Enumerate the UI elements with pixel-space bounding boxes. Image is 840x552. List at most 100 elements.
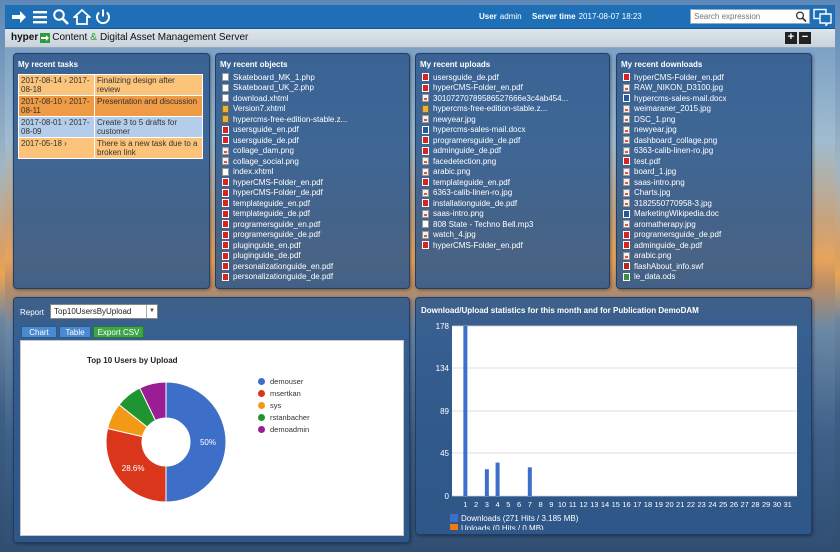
file-item[interactable]: hyperCMS-Folder_en.pdf <box>222 177 347 188</box>
file-item[interactable]: installationguide_de.pdf <box>422 198 568 209</box>
file-item[interactable]: usersguide_en.pdf <box>222 125 347 136</box>
file-item[interactable]: personalizationguide_de.pdf <box>222 272 347 283</box>
file-item[interactable]: Skateboard_MK_1.php <box>222 72 347 83</box>
file-item[interactable]: collage_dam.png <box>222 146 347 157</box>
file-item[interactable]: collage_social.png <box>222 156 347 167</box>
table-tab-button[interactable]: Table <box>59 326 91 338</box>
legend-item[interactable]: demouser <box>258 375 310 387</box>
bar-downloads-day-7[interactable] <box>527 467 532 496</box>
file-item[interactable]: watch_4.jpg <box>422 230 568 241</box>
file-item[interactable]: weimaraner_2015.jpg <box>623 104 726 115</box>
task-row[interactable]: 2017-05-18 › There is a new task due to a… <box>18 137 203 159</box>
file-item[interactable]: hypercms-free-edition-stable.z... <box>422 104 568 115</box>
file-item[interactable]: usersguide_de.pdf <box>422 72 568 83</box>
file-item[interactable]: templateguide_de.pdf <box>222 209 347 220</box>
file-item[interactable]: saas-intro.png <box>623 177 726 188</box>
remove-widget-icon[interactable]: − <box>799 32 811 44</box>
file-item[interactable]: newyear.jpg <box>422 114 568 125</box>
add-widget-icon[interactable]: + <box>785 32 797 44</box>
file-item[interactable]: arabic.png <box>623 251 726 262</box>
bar-downloads-day-1[interactable] <box>463 326 468 496</box>
legend-item[interactable]: sys <box>258 399 310 411</box>
file-item[interactable]: 6363-calib-linen-ro.jpg <box>623 146 726 157</box>
file-item[interactable]: programersguide_de.pdf <box>422 135 568 146</box>
file-item[interactable]: 30107270789586527666e3c4ab454... <box>422 93 568 104</box>
file-item[interactable]: 808 State - Techno Bell.mp3 <box>422 219 568 230</box>
file-item[interactable]: newyear.jpg <box>623 125 726 136</box>
export-csv-button[interactable]: Export CSV <box>93 326 144 338</box>
bar-downloads-day-4[interactable] <box>495 462 500 496</box>
search-submit-icon[interactable] <box>794 10 808 23</box>
task-row[interactable]: 2017-08-01 › 2017-08-09 Create 3 to 5 dra… <box>18 116 203 138</box>
file-item[interactable]: MarketingWikipedia.doc <box>623 209 726 220</box>
file-item[interactable]: RAW_NIKON_D3100.jpg <box>623 83 726 94</box>
file-item[interactable]: dashboard_collage.png <box>623 135 726 146</box>
logout-arrow-icon[interactable] <box>9 7 29 27</box>
file-item[interactable]: facedetection.png <box>422 156 568 167</box>
file-item[interactable]: Version7.xhtml <box>222 104 347 115</box>
file-item[interactable]: index.xhtml <box>222 167 347 178</box>
x-tick-label: 16 <box>622 500 630 509</box>
donut-slice-demoadmin[interactable] <box>139 381 167 422</box>
task-row[interactable]: 2017-08-10 › 2017-08-11 Presentation and … <box>18 95 203 117</box>
report-select[interactable]: Top10UsersByUpload ▼ <box>50 304 158 319</box>
chart-tab-button[interactable]: Chart <box>21 326 57 338</box>
file-item[interactable]: hyperCMS-Folder_en.pdf <box>422 83 568 94</box>
pdf-file-icon <box>222 178 229 187</box>
file-item[interactable]: personalizationguide_en.pdf <box>222 261 347 272</box>
file-item[interactable]: saas-intro.png <box>422 209 568 220</box>
donut-slice-msertkan[interactable] <box>105 427 167 503</box>
file-item[interactable]: templateguide_en.pdf <box>222 198 347 209</box>
pdf-file-icon <box>422 178 429 187</box>
file-name: 6363-calib-linen-ro.jpg <box>433 188 513 198</box>
file-item[interactable]: hyperCMS-Folder_en.pdf <box>623 72 726 83</box>
file-item[interactable]: programersguide_en.pdf <box>222 219 347 230</box>
file-item[interactable]: hypercms-free-edition-stable.z... <box>222 114 347 125</box>
file-item[interactable]: Skateboard_UK_2.php <box>222 83 347 94</box>
home-icon[interactable] <box>72 7 92 27</box>
search-input[interactable] <box>691 10 795 23</box>
file-item[interactable]: download.xhtml <box>222 93 347 104</box>
img-file-icon <box>422 188 429 197</box>
legend-swatch <box>258 389 265 397</box>
file-item[interactable]: aromatherapy.jpg <box>623 219 726 230</box>
uploads-list: usersguide_de.pdf hyperCMS-Folder_en.pdf 3… <box>422 72 568 251</box>
file-item[interactable]: hyperCMS-Folder_de.pdf <box>222 188 347 199</box>
file-item[interactable]: usersguide_de.pdf <box>222 135 347 146</box>
chat-icon[interactable] <box>813 8 833 28</box>
file-item[interactable]: pluginguide_de.pdf <box>222 251 347 262</box>
legend-item[interactable]: msertkan <box>258 387 310 399</box>
x-tick-label: 4 <box>496 500 500 509</box>
legend-label[interactable]: Uploads (0 Hits / 0 MB) <box>461 524 544 530</box>
file-item[interactable]: programersguide_de.pdf <box>222 230 347 241</box>
file-item[interactable]: adminguide_de.pdf <box>623 240 726 251</box>
file-item[interactable]: DSC_1.png <box>623 114 726 125</box>
file-item[interactable]: le_data.ods <box>623 272 726 283</box>
file-item[interactable]: templateguide_en.pdf <box>422 177 568 188</box>
file-item[interactable]: pluginguide_en.pdf <box>222 240 347 251</box>
file-item[interactable]: 3182550770958-3.jpg <box>623 198 726 209</box>
power-icon[interactable] <box>93 7 113 27</box>
file-item[interactable]: hypercms-sales-mail.docx <box>422 125 568 136</box>
file-item[interactable]: flashAbout_info.swf <box>623 261 726 272</box>
file-item[interactable]: board_1.jpg <box>623 167 726 178</box>
menu-icon[interactable] <box>30 7 50 27</box>
bar-downloads-day-3[interactable] <box>484 469 489 496</box>
legend-label: sys <box>270 400 282 410</box>
file-item[interactable]: arabic.png <box>422 167 568 178</box>
file-item[interactable]: hyperCMS-Folder_en.pdf <box>422 240 568 251</box>
task-row[interactable]: 2017-08-14 › 2017-08-18 Finalizing design… <box>18 74 203 96</box>
report-chart-area: Top 10 Users by Upload 50% 28.6% demouser… <box>20 340 404 536</box>
file-item[interactable]: programersguide_de.pdf <box>623 230 726 241</box>
legend-label[interactable]: Downloads (271 Hits / 3.185 MB) <box>461 514 579 523</box>
search-icon[interactable] <box>51 7 71 27</box>
legend-item[interactable]: rstanbacher <box>258 411 310 423</box>
file-item[interactable]: Charts.jpg <box>623 188 726 199</box>
file-item[interactable]: adminguide_de.pdf <box>422 146 568 157</box>
file-item[interactable]: hypercms-sales-mail.docx <box>623 93 726 104</box>
file-item[interactable]: 6363-calib-linen-ro.jpg <box>422 188 568 199</box>
legend-item[interactable]: demoadmin <box>258 423 310 435</box>
file-item[interactable]: test.pdf <box>623 156 726 167</box>
recent-tasks-panel: My recent tasks 2017-08-14 › 2017-08-18 F… <box>13 53 210 289</box>
donut-slice-demouser[interactable] <box>165 381 227 503</box>
